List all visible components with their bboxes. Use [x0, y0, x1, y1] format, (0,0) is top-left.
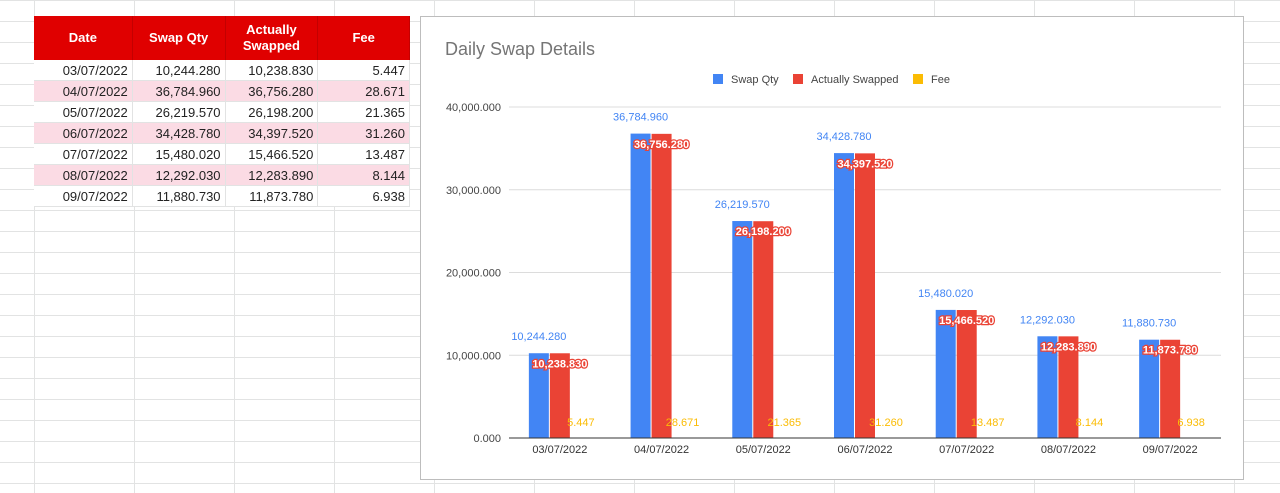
bar-0-5	[1037, 336, 1058, 438]
legend-label-0: Swap Qty	[731, 74, 779, 86]
data-label-2-5: 8.144	[1076, 417, 1104, 429]
data-label-0-2: 26,219.570	[715, 199, 770, 211]
data-label-1-0: 10,238.830	[532, 358, 587, 370]
cell-swap-qty[interactable]: 34,428.780	[132, 122, 226, 144]
data-label-0-6: 11,880.730	[1122, 318, 1176, 330]
cell-swap-qty[interactable]: 12,292.030	[132, 164, 226, 186]
cell-date[interactable]: 05/07/2022	[34, 101, 133, 123]
table-header-row: Date Swap Qty Actually Swapped Fee	[34, 16, 410, 60]
table-row: 05/07/2022 26,219.570 26,198.200 21.365	[34, 101, 410, 123]
cell-date[interactable]: 07/07/2022	[34, 143, 133, 165]
data-label-2-0: 5.447	[567, 417, 595, 429]
data-label-0-5: 12,292.030	[1020, 314, 1075, 326]
bar-0-2	[732, 221, 753, 438]
cell-fee[interactable]: 6.938	[317, 185, 410, 207]
legend-label-2: Fee	[931, 74, 950, 86]
x-tick-label-0: 03/07/2022	[532, 444, 587, 456]
cell-swap-qty[interactable]: 15,480.020	[132, 143, 226, 165]
y-tick-label-4: 40,000.000	[446, 102, 501, 114]
header-actually-swapped[interactable]: Actually Swapped	[225, 16, 319, 60]
cell-actually-swapped[interactable]: 12,283.890	[225, 164, 319, 186]
bar-1-1	[651, 133, 672, 438]
data-label-2-4: 13.487	[971, 417, 1005, 429]
x-tick-label-2: 05/07/2022	[736, 444, 791, 456]
data-label-1-2: 26,198.200	[736, 226, 791, 238]
header-swap-qty[interactable]: Swap Qty	[132, 16, 226, 60]
data-label-0-0: 10,244.280	[511, 331, 566, 343]
data-label-2-2: 21.365	[767, 417, 801, 429]
cell-fee[interactable]: 13.487	[317, 143, 410, 165]
bar-1-5	[1058, 336, 1079, 438]
data-label-1-3: 34,397.520	[837, 158, 892, 170]
cell-fee[interactable]: 8.144	[317, 164, 410, 186]
bar-1-6	[1160, 339, 1181, 438]
table-row: 08/07/2022 12,292.030 12,283.890 8.144	[34, 164, 410, 186]
cell-actually-swapped[interactable]: 34,397.520	[225, 122, 319, 144]
data-label-1-1: 36,756.280	[634, 139, 689, 151]
bar-0-1	[630, 133, 651, 438]
cell-date[interactable]: 03/07/2022	[34, 60, 133, 81]
legend-swatch-1	[793, 74, 803, 84]
y-tick-label-0: 0.000	[473, 433, 501, 445]
cell-date[interactable]: 09/07/2022	[34, 185, 133, 207]
cell-swap-qty[interactable]: 36,784.960	[132, 80, 226, 102]
x-tick-label-4: 07/07/2022	[939, 444, 994, 456]
bar-1-2	[753, 221, 774, 438]
y-tick-label-1: 10,000.000	[446, 350, 501, 362]
legend-swatch-0	[713, 74, 723, 84]
data-label-1-5: 12,283.890	[1041, 341, 1096, 353]
data-label-0-1: 36,784.960	[613, 112, 668, 124]
chart-title: Daily Swap Details	[445, 39, 595, 59]
data-label-2-1: 28.671	[666, 417, 700, 429]
cell-actually-swapped[interactable]: 15,466.520	[225, 143, 319, 165]
cell-actually-swapped[interactable]: 11,873.780	[225, 185, 319, 207]
y-tick-label-2: 20,000.000	[446, 268, 501, 280]
legend-label-1: Actually Swapped	[811, 74, 898, 86]
y-tick-label-3: 30,000.000	[446, 185, 501, 197]
x-tick-label-6: 09/07/2022	[1143, 444, 1198, 456]
cell-fee[interactable]: 31.260	[317, 122, 410, 144]
cell-fee[interactable]: 5.447	[317, 60, 410, 81]
table-row: 03/07/2022 10,244.280 10,238.830 5.447	[34, 60, 410, 81]
data-label-1-6: 11,873.780	[1143, 345, 1197, 357]
bar-0-3	[834, 153, 854, 438]
cell-actually-swapped[interactable]: 36,756.280	[225, 80, 319, 102]
bar-1-0	[549, 353, 570, 438]
cell-swap-qty[interactable]: 10,244.280	[132, 60, 226, 81]
chart-container[interactable]: Daily Swap Details Swap Qty Actually Swapp…	[420, 16, 1244, 480]
bar-0-6	[1139, 339, 1160, 438]
cell-actually-swapped[interactable]: 26,198.200	[225, 101, 319, 123]
cell-date[interactable]: 04/07/2022	[34, 80, 133, 102]
data-label-2-3: 31.260	[869, 417, 903, 429]
cell-date[interactable]: 08/07/2022	[34, 164, 133, 186]
cell-fee[interactable]: 28.671	[317, 80, 410, 102]
data-table: Date Swap Qty Actually Swapped Fee 03/07…	[34, 16, 410, 207]
header-actually-swapped-label: Actually Swapped	[242, 22, 300, 53]
table-row: 09/07/2022 11,880.730 11,873.780 6.938	[34, 185, 410, 207]
cell-date[interactable]: 06/07/2022	[34, 122, 133, 144]
x-tick-label-5: 08/07/2022	[1041, 444, 1096, 456]
cell-swap-qty[interactable]: 11,880.730	[132, 185, 226, 207]
cell-actually-swapped[interactable]: 10,238.830	[225, 60, 319, 81]
table-row: 04/07/2022 36,784.960 36,756.280 28.671	[34, 80, 410, 102]
data-label-2-6: 6.938	[1177, 417, 1205, 429]
bar-chart: Daily Swap Details Swap Qty Actually Swapp…	[445, 39, 1221, 456]
header-fee[interactable]: Fee	[317, 16, 410, 60]
cell-swap-qty[interactable]: 26,219.570	[132, 101, 226, 123]
bar-1-4	[956, 310, 977, 438]
x-tick-label-1: 04/07/2022	[634, 444, 689, 456]
bar-0-0	[528, 353, 549, 438]
data-label-1-4: 15,466.520	[939, 315, 994, 327]
x-tick-label-3: 06/07/2022	[837, 444, 892, 456]
cell-fee[interactable]: 21.365	[317, 101, 410, 123]
legend-swatch-2	[913, 74, 923, 84]
table-row: 06/07/2022 34,428.780 34,397.520 31.260	[34, 122, 410, 144]
data-label-0-3: 34,428.780	[816, 131, 871, 143]
table-row: 07/07/2022 15,480.020 15,466.520 13.487	[34, 143, 410, 165]
data-label-0-4: 15,480.020	[918, 288, 973, 300]
header-date[interactable]: Date	[34, 16, 133, 60]
bar-1-3	[855, 153, 875, 438]
bar-0-4	[935, 309, 956, 438]
